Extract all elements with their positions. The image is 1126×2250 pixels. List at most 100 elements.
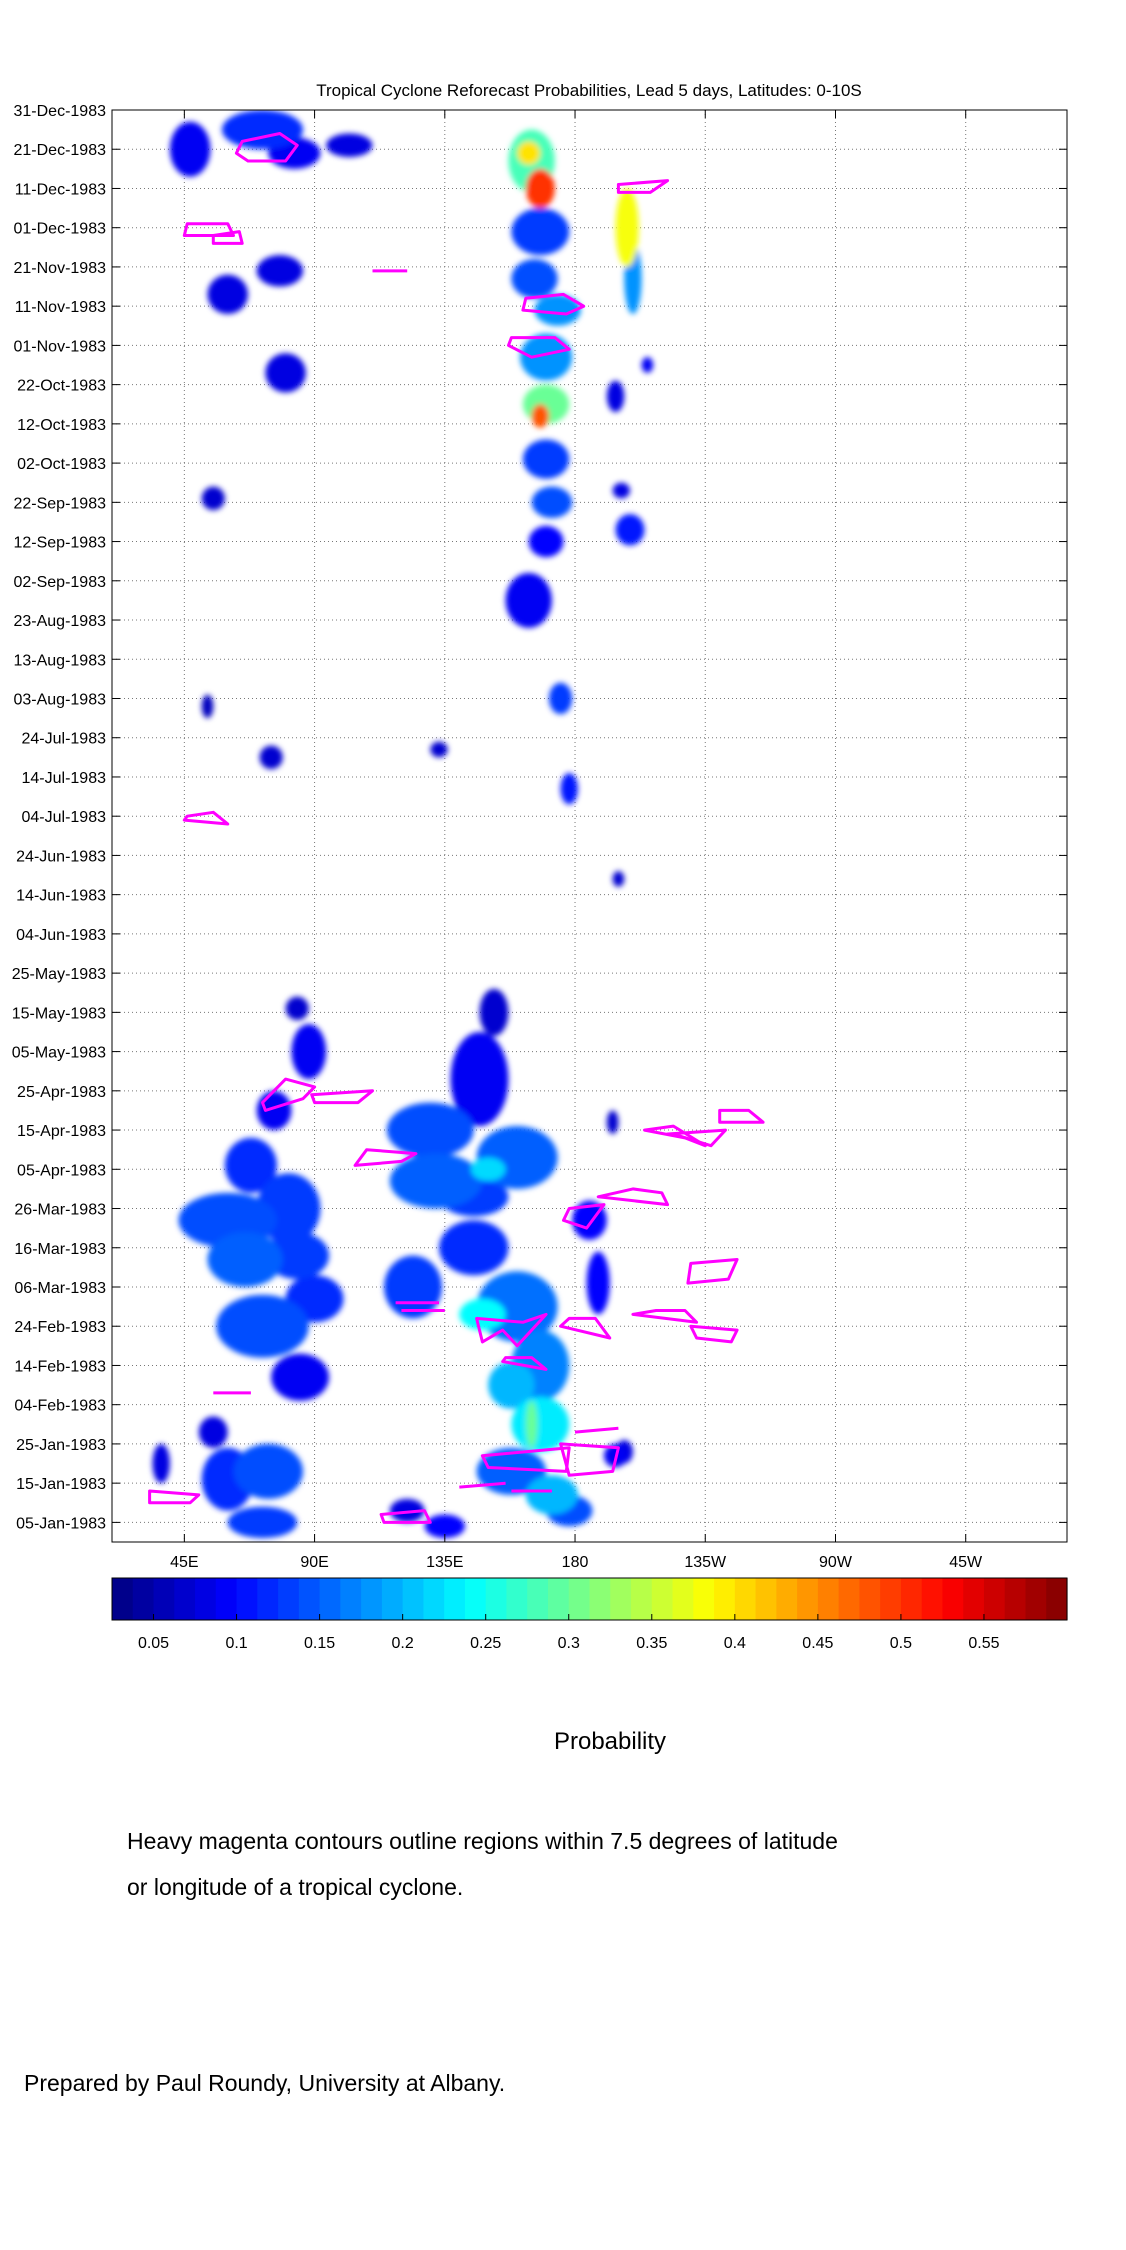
y-tick-label: 15-Jan-1983 bbox=[16, 1476, 106, 1493]
y-tick-label: 15-Apr-1983 bbox=[17, 1123, 106, 1140]
colorbar-segment bbox=[859, 1578, 881, 1620]
x-tick-label: 90E bbox=[300, 1554, 328, 1571]
y-tick-label: 02-Sep-1983 bbox=[13, 574, 106, 591]
probability-cell bbox=[606, 1110, 619, 1134]
probability-cell bbox=[522, 439, 570, 479]
y-tick-label: 05-Jan-1983 bbox=[16, 1515, 106, 1532]
y-tick-label: 23-Aug-1983 bbox=[13, 613, 106, 630]
colorbar-tick-label: 0.55 bbox=[968, 1635, 999, 1652]
probability-cell bbox=[224, 1137, 277, 1193]
probability-cell bbox=[285, 996, 309, 1021]
probability-cell bbox=[265, 353, 306, 393]
colorbar-segment bbox=[921, 1578, 944, 1620]
probability-cell bbox=[439, 1220, 509, 1276]
colorbar-segment bbox=[464, 1578, 487, 1620]
contour-note: Heavy magenta contours outline regions w… bbox=[127, 1818, 1027, 1910]
chart-title: Tropical Cyclone Reforecast Probabilitie… bbox=[316, 81, 862, 100]
x-axis: 45E 90E 135E 180 135W 90W 45W bbox=[170, 110, 983, 1571]
colorbar-segment bbox=[153, 1578, 175, 1620]
probability-cell bbox=[291, 1024, 327, 1080]
cyclone-contour bbox=[475, 1312, 548, 1348]
cyclone-contour bbox=[507, 336, 571, 359]
y-tick-label: 14-Feb-1983 bbox=[14, 1358, 106, 1375]
colorbar-segment bbox=[942, 1578, 964, 1620]
colorbar-segment bbox=[195, 1578, 217, 1620]
y-tick-label: 15-May-1983 bbox=[12, 1005, 106, 1022]
colorbar-segment bbox=[236, 1578, 258, 1620]
colorbar-tick-label: 0.1 bbox=[225, 1635, 247, 1652]
cyclone-contour bbox=[501, 1356, 548, 1371]
cyclone-contour bbox=[459, 1481, 506, 1489]
probability-cell bbox=[612, 482, 631, 499]
cyclone-contour bbox=[182, 810, 230, 826]
cyclone-contour bbox=[596, 1187, 670, 1207]
colorbar-segment bbox=[672, 1578, 694, 1620]
y-tick-label: 25-May-1983 bbox=[12, 966, 106, 983]
probability-cell bbox=[430, 741, 448, 758]
cyclone-contour bbox=[148, 1489, 201, 1505]
probability-cell bbox=[201, 694, 214, 719]
y-tick-label: 25-Apr-1983 bbox=[17, 1084, 106, 1101]
cyclone-contours bbox=[148, 132, 765, 1524]
probability-cell bbox=[271, 1353, 330, 1401]
y-tick-label: 06-Mar-1983 bbox=[14, 1280, 106, 1297]
y-tick-label: 14-Jul-1983 bbox=[22, 770, 107, 787]
colorbar-segment bbox=[319, 1578, 341, 1620]
probability-cell bbox=[615, 188, 639, 267]
probability-cell bbox=[207, 1232, 283, 1287]
cyclone-contour bbox=[616, 179, 670, 194]
probability-cell bbox=[256, 1090, 292, 1131]
probability-cell bbox=[470, 1157, 506, 1182]
colorbar-segment bbox=[797, 1578, 819, 1620]
probability-cell bbox=[233, 1443, 303, 1499]
colorbar-segment bbox=[527, 1578, 549, 1620]
colorbar-tick-label: 0.05 bbox=[138, 1635, 169, 1652]
colorbar: 0.05 0.1 0.15 0.2 0.25 0.3 0.35 0.4 0.45 0.5 0.55 bbox=[111, 1577, 1068, 1652]
y-axis: 05-Jan-1983 15-Jan-1983 25-Jan-1983 04-Feb-… bbox=[12, 103, 1067, 1532]
y-tick-label: 24-Jun-1983 bbox=[16, 848, 106, 865]
probability-cell bbox=[221, 110, 303, 150]
y-tick-label: 31-Dec-1983 bbox=[14, 103, 107, 120]
y-tick-label: 14-Jun-1983 bbox=[16, 888, 106, 905]
cyclone-contour bbox=[718, 1108, 765, 1124]
probability-cell bbox=[511, 259, 558, 299]
probability-cell bbox=[479, 988, 509, 1036]
colorbar-segment bbox=[589, 1578, 611, 1620]
x-tick-label: 90W bbox=[819, 1554, 853, 1571]
credit-text: Prepared by Paul Roundy, University at A… bbox=[24, 2070, 506, 2096]
probability-cell bbox=[424, 1514, 466, 1539]
y-tick-label: 01-Nov-1983 bbox=[14, 338, 107, 355]
y-tick-label: 25-Jan-1983 bbox=[16, 1437, 106, 1454]
colorbar-tick-label: 0.4 bbox=[724, 1635, 746, 1652]
y-tick-label: 11-Nov-1983 bbox=[15, 299, 106, 316]
probability-cell bbox=[531, 486, 573, 519]
y-tick-label: 04-Feb-1983 bbox=[14, 1398, 106, 1415]
colorbar-segment bbox=[340, 1578, 362, 1620]
probability-cell bbox=[386, 1102, 474, 1158]
cyclone-contour bbox=[310, 1089, 374, 1105]
colorbar-segment bbox=[651, 1578, 674, 1620]
probability-cell bbox=[606, 380, 625, 413]
plot-frame bbox=[111, 109, 1068, 1543]
colorbar-segment bbox=[132, 1578, 155, 1620]
cyclone-contour bbox=[211, 230, 244, 245]
y-tick-label: 04-Jun-1983 bbox=[16, 927, 106, 944]
colorbar-segment bbox=[444, 1578, 466, 1620]
probability-cell bbox=[488, 1361, 535, 1409]
colorbar-segment bbox=[1046, 1578, 1068, 1620]
contour-note-line-2: or longitude of a tropical cyclone. bbox=[127, 1874, 464, 1900]
grid-lines bbox=[112, 109, 1067, 1542]
colorbar-segment bbox=[631, 1578, 653, 1620]
y-tick-label: 04-Jul-1983 bbox=[22, 809, 107, 826]
probability-cell bbox=[265, 1232, 330, 1280]
colorbar-tick-label: 0.25 bbox=[470, 1635, 501, 1652]
cyclone-contour bbox=[686, 1258, 739, 1285]
x-tick-label: 135W bbox=[684, 1554, 727, 1571]
cyclone-contour bbox=[631, 1309, 699, 1324]
probability-cell bbox=[531, 404, 549, 428]
cyclone-contour bbox=[666, 1128, 727, 1148]
colorbar-tick-label: 0.15 bbox=[304, 1635, 335, 1652]
y-tick-label: 24-Jul-1983 bbox=[22, 731, 107, 748]
colorbar-segment bbox=[693, 1578, 715, 1620]
